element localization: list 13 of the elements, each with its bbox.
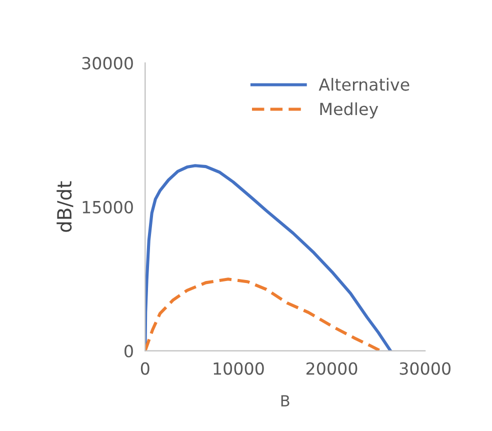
line-series [145,278,382,351]
legend-label: Alternative [318,78,410,91]
x-tick-label: 0 [140,362,150,375]
y-axis-title: dB/dt [56,181,74,232]
y-tick-label: 30000 [82,56,133,70]
y-tick-label: 15000 [82,200,133,214]
line-series [145,164,392,351]
x-tick-label: 10000 [214,362,264,375]
y-tick-label: 0 [124,344,133,358]
x-tick-label: 30000 [400,362,450,375]
legend-label: Medley [320,102,378,119]
x-axis-title: B [281,395,290,406]
x-tick-label: 20000 [306,362,358,375]
